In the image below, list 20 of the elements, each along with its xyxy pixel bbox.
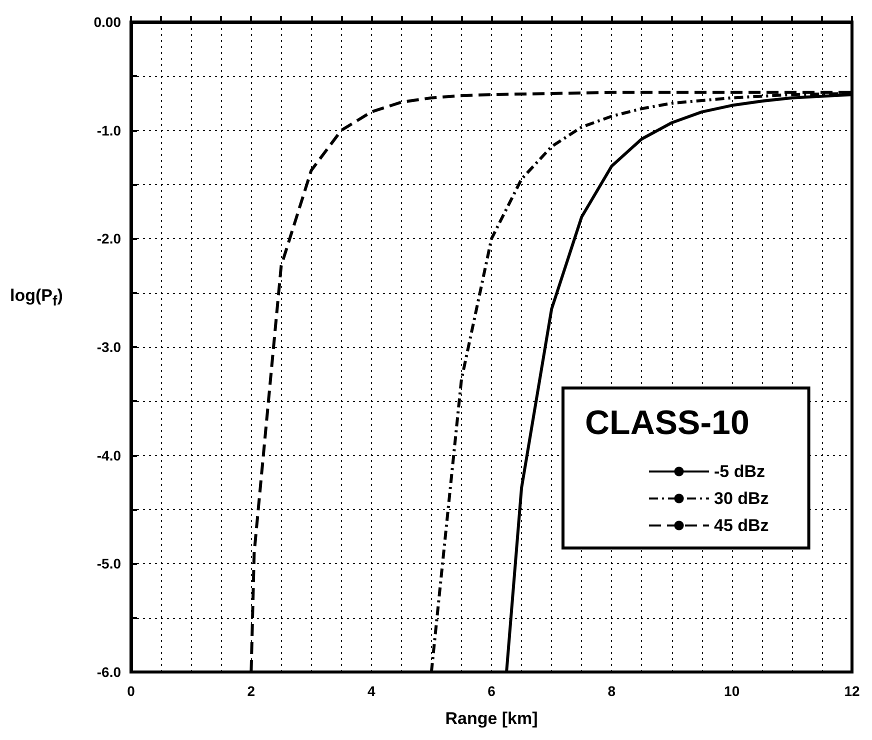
legend-title: CLASS-10 [585,404,750,442]
y-axis-title: log(P$_{f}$) [10,286,63,310]
x-tick-label: 0 [127,683,136,699]
y-tick-label: -1.0 [96,122,122,138]
y-tick-label: -6.0 [96,664,122,680]
y-tick-label: 0.00 [94,14,122,30]
x-tick-label: 6 [488,683,496,699]
legend-label: -5 dBz [714,462,765,481]
x-axis-title: Range [km] [445,709,538,728]
y-tick-label: -5.0 [96,556,122,572]
x-tick-label: 2 [247,683,256,699]
legend-label: 30 dBz [714,489,769,508]
y-tick-label: -3.0 [96,339,122,355]
legend-label: 45 dBz [714,516,769,535]
x-tick-label: 12 [844,683,860,699]
x-tick-label: 8 [608,683,616,699]
x-tick-label: 4 [367,683,376,699]
y-tick-label: -2.0 [96,230,122,247]
x-tick-label: 10 [724,683,740,699]
y-tick-label: -4.0 [96,447,122,464]
